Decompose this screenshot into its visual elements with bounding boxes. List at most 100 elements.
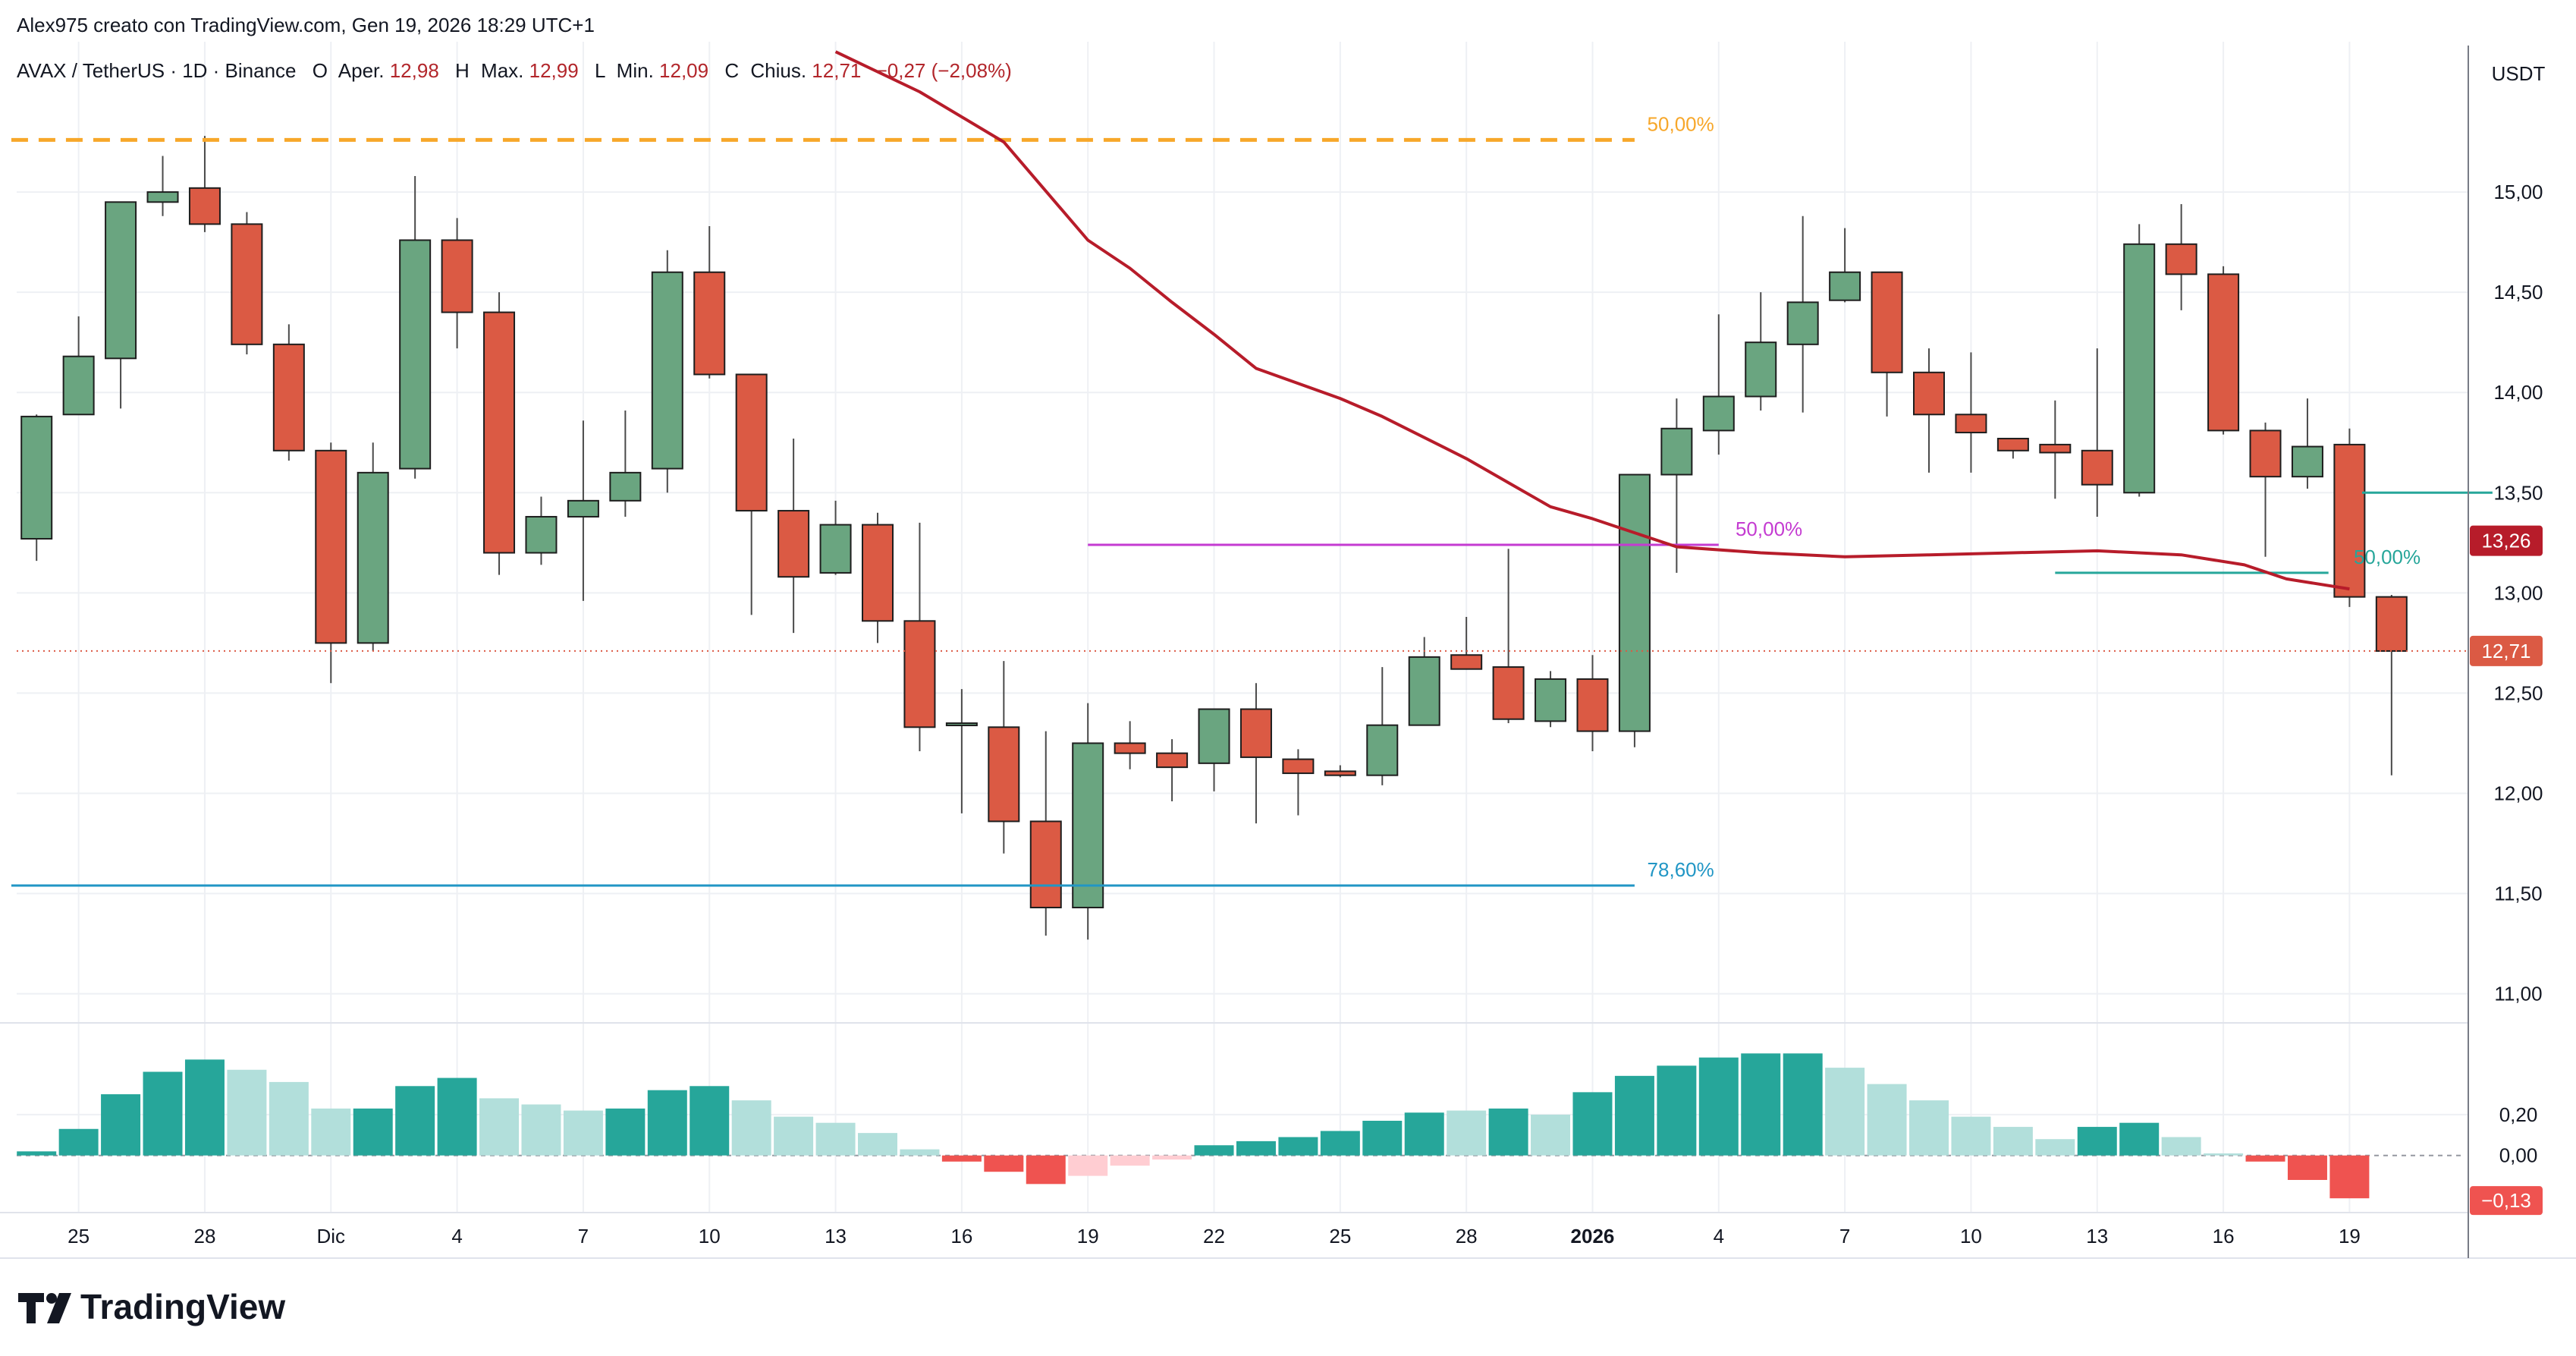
candle-body: [1871, 271, 1903, 373]
candle-body: [2375, 596, 2408, 652]
ohlc-o-letter: O: [313, 59, 328, 82]
candle-body: [1618, 473, 1651, 732]
time-tick-label: 22: [1203, 1225, 1225, 1247]
candle-body: [988, 726, 1020, 823]
histogram-bar: [1783, 1053, 1823, 1156]
time-tick-label: Dic: [316, 1225, 345, 1247]
histogram-bar: [1026, 1155, 1066, 1185]
candle-body: [1239, 708, 1272, 758]
price-tick-label: 14,50: [2493, 281, 2543, 304]
candle-body: [1745, 341, 1777, 398]
histogram-bar: [1741, 1053, 1781, 1156]
histogram-bar: [521, 1104, 561, 1156]
fib-level-label: 78,60%: [1648, 858, 1714, 881]
time-tick-label: 28: [1456, 1225, 1478, 1247]
ohlc-change: −0,27 (−2,08%): [876, 59, 1012, 82]
histogram-bar: [2119, 1122, 2160, 1156]
ohlc-h-letter: H: [455, 59, 470, 82]
candle-body: [819, 524, 852, 574]
hist-tick-label: 0,00: [2499, 1144, 2538, 1167]
candle-body: [2081, 449, 2113, 486]
candle-body: [1029, 820, 1062, 909]
fib-level-label: 50,00%: [1648, 112, 1714, 135]
histogram-bar: [1404, 1112, 1444, 1156]
price-tick-label: 13,00: [2493, 581, 2543, 604]
ohlc-h-value: 12,99: [529, 59, 579, 82]
candle-body: [778, 510, 810, 578]
candle-body: [1282, 758, 1315, 775]
ma-price-badge-label: 13,26: [2481, 530, 2530, 552]
histogram-bar: [143, 1071, 183, 1156]
time-tick-label: 10: [1960, 1225, 1982, 1247]
histogram-bar: [858, 1133, 897, 1156]
histogram-bar: [184, 1059, 225, 1156]
price-tick-label: 11,50: [2494, 883, 2542, 905]
candle-body: [231, 223, 263, 345]
histogram-bar: [58, 1128, 99, 1156]
histogram-bar: [984, 1155, 1024, 1172]
histogram-pane: [17, 1053, 2461, 1199]
symbol-label: AVAX / TetherUS · 1D · Binance: [17, 59, 297, 82]
candle-body: [146, 191, 179, 203]
histogram-bar: [1447, 1110, 1487, 1156]
histogram-bar: [395, 1086, 435, 1156]
histogram-bar: [1698, 1057, 1739, 1156]
price-tick-label: 11,00: [2494, 983, 2542, 1005]
candle-body: [441, 239, 473, 313]
price-tick-label: 12,50: [2493, 681, 2543, 704]
histogram-bar: [2329, 1155, 2370, 1199]
fib-level-label: 50,00%: [2354, 546, 2420, 568]
candle-body: [399, 239, 432, 470]
histogram-bar: [1867, 1084, 1907, 1156]
histogram-bar: [2161, 1137, 2201, 1156]
histogram-bar: [311, 1108, 351, 1156]
histogram-bar: [1236, 1140, 1276, 1156]
histogram-bar: [900, 1149, 940, 1156]
ohlc-o-name: Aper.: [338, 59, 385, 82]
attribution-text: Alex975 creato con TradingView.com, Gen …: [17, 14, 595, 36]
time-tick-label: 4: [1714, 1225, 1724, 1247]
histogram-bar: [1194, 1145, 1234, 1156]
candle-body: [693, 271, 726, 376]
tradingview-logo-icon: [18, 1293, 71, 1323]
histogram-bar: [1951, 1116, 1991, 1156]
histogram-bar: [1993, 1127, 2033, 1156]
candle-body: [1198, 708, 1230, 764]
histogram-bar: [227, 1069, 267, 1156]
candle-body: [735, 373, 768, 512]
histogram-bar: [1572, 1092, 1613, 1156]
histogram-bar: [1657, 1065, 1697, 1156]
candle-body: [2165, 243, 2197, 275]
candle-body: [1660, 427, 1693, 476]
candle-body: [1913, 371, 1945, 416]
ohlc-c-letter: C: [724, 59, 739, 82]
histogram-bar: [353, 1108, 393, 1156]
candle-body: [272, 343, 305, 451]
candle-body: [1702, 395, 1735, 432]
candle-body: [651, 271, 683, 470]
time-tick-label: 13: [825, 1225, 847, 1247]
price-tick-label: 13,50: [2493, 481, 2543, 504]
price-tick-label: 12,00: [2493, 782, 2543, 804]
candle-body: [2333, 443, 2366, 598]
candle-body: [62, 355, 95, 416]
hist-last-badge-label: −0,13: [2481, 1189, 2531, 1212]
candle-body: [105, 201, 137, 360]
time-tick-label: 19: [1077, 1225, 1099, 1247]
tradingview-logo[interactable]: TradingView: [18, 1287, 285, 1326]
time-tick-label: 28: [193, 1225, 215, 1247]
candle-body: [1072, 742, 1104, 909]
histogram-bar: [1320, 1131, 1360, 1156]
time-tick-label: 4: [451, 1225, 462, 1247]
histogram-bar: [1531, 1114, 1571, 1156]
candle-body: [2291, 445, 2323, 478]
currency-label[interactable]: USDT: [2492, 62, 2546, 85]
histogram-bar: [1068, 1155, 1108, 1176]
candle-body: [525, 515, 558, 554]
histogram-bar: [1110, 1155, 1150, 1166]
candle-body: [1492, 666, 1525, 720]
fib-level-label: 50,00%: [1736, 518, 1802, 540]
candle-body: [1829, 271, 1861, 301]
candle-body: [1535, 678, 1567, 722]
